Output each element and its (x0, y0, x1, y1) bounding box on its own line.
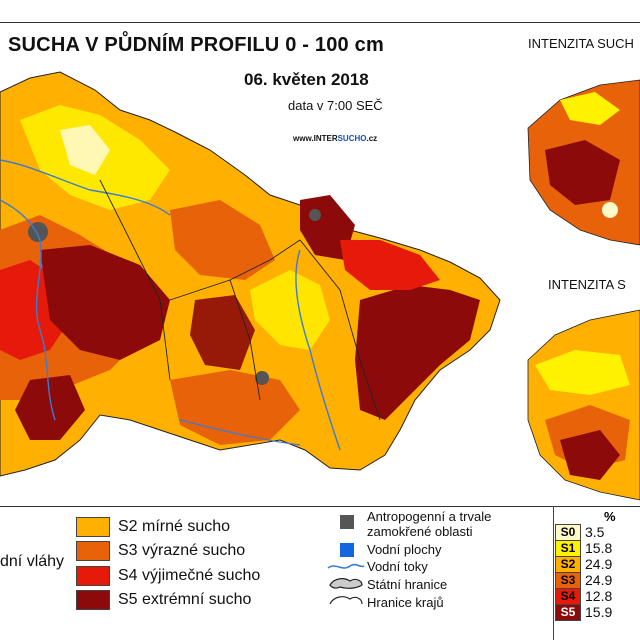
pct-value-s2: 24.9 (585, 556, 613, 572)
region-border (99, 179, 381, 421)
legend-river-label: Vodní toky (367, 559, 428, 574)
pct-value-s3: 24.9 (585, 572, 613, 588)
inset-2-s1 (535, 350, 630, 395)
legend-label-s4: S4 výjimečné sucho (118, 567, 261, 584)
pct-row-s3: S3 24.9 (555, 572, 617, 589)
legend-anthropogenic-line1: Antropogenní a trvale (367, 509, 492, 524)
inset-map-2 (527, 309, 640, 501)
legend-water-label: Vodní plochy (367, 542, 442, 557)
river-morava (295, 249, 341, 451)
s0-area-north (60, 125, 110, 175)
s3-area-south (170, 370, 300, 445)
state-border-icon (329, 578, 363, 589)
pct-class-s3: S3 (555, 572, 581, 589)
site-brand-b: SUCHO (337, 134, 367, 143)
site-brand-a: INTER (313, 134, 338, 143)
map-frame (0, 22, 640, 641)
water-area-icon (340, 543, 354, 557)
anthropogenic-area-ostrava (309, 209, 321, 221)
pct-value-s1: 15.8 (585, 540, 613, 556)
website-link[interactable]: www.INTERSUCHO.cz (293, 134, 377, 143)
anthropogenic-area-icon (340, 515, 354, 529)
site-prefix: www. (293, 134, 314, 143)
pct-row-s2: S2 24.9 (555, 556, 617, 573)
pct-class-s1: S1 (555, 540, 581, 557)
legend-label-s2: S2 mírné sucho (118, 518, 231, 535)
pct-class-s2: S2 (555, 556, 581, 573)
pct-row-s1: S1 15.8 (555, 540, 617, 557)
pct-row-s5: S5 15.9 (555, 604, 617, 621)
s5-area-center (190, 295, 255, 370)
inset-1-s1 (560, 92, 620, 125)
map-time: data v 7:00 SEČ (288, 98, 383, 113)
s3-area-center (170, 200, 275, 280)
region-border-icon (329, 596, 363, 605)
river-vltava (0, 199, 56, 421)
anthropogenic-area-brno (255, 371, 269, 385)
legend-left-label: dní vláhy (0, 553, 65, 570)
legend-divider (0, 506, 640, 507)
legend-label-s3: S3 výrazné sucho (118, 542, 246, 559)
s4-area-east (340, 240, 440, 290)
s1-area-center (250, 270, 330, 350)
river-icon (327, 563, 365, 569)
pct-value-s0: 3.5 (585, 524, 605, 540)
main-map (0, 71, 501, 477)
legend-region-border-label: Hranice krajů (367, 595, 444, 610)
legend-swatch-s5 (76, 590, 110, 610)
percentage-panel (553, 506, 640, 640)
inset-1-s5 (545, 140, 620, 205)
s5-area-west2 (15, 375, 85, 440)
s5-area-east (355, 285, 480, 420)
legend-state-border-label: Státní hranice (367, 577, 448, 592)
inset-title-1: INTENZITA SUCH (528, 36, 634, 51)
percentage-table: S0 3.5 S1 15.8 S2 24.9 S3 24.9 S4 12.8 S… (555, 524, 617, 621)
inset-title-2: INTENZITA S (548, 277, 626, 292)
pct-value-s5: 15.9 (585, 604, 613, 620)
legend-anthropogenic-line2: zamokřené oblasti (367, 524, 473, 539)
pct-value-s4: 12.8 (585, 588, 613, 604)
river-dyje (179, 419, 301, 446)
inset-2-s5 (560, 430, 620, 480)
legend-swatch-s3 (76, 541, 110, 561)
pct-class-s0: S0 (555, 524, 581, 541)
river-elbe (0, 159, 171, 216)
pct-row-s4: S4 12.8 (555, 588, 617, 605)
drought-map (0, 71, 640, 501)
legend-label-s5: S5 extrémní sucho (118, 591, 252, 608)
inset-map-1 (527, 79, 640, 246)
pct-class-s4: S4 (555, 588, 581, 605)
pct-header: % (604, 509, 616, 524)
legend-swatch-s2 (76, 517, 110, 537)
map-date: 06. květen 2018 (244, 70, 369, 89)
site-suffix: .cz (366, 134, 378, 143)
pct-row-s0: S0 3.5 (555, 524, 617, 541)
legend-swatch-s4 (76, 566, 110, 586)
map-title: SUCHA V PŮDNÍM PROFILU 0 - 100 cm (8, 34, 384, 56)
s5-area-west (40, 245, 170, 360)
inset-1-s0 (602, 202, 618, 218)
pct-class-s5: S5 (555, 604, 581, 621)
